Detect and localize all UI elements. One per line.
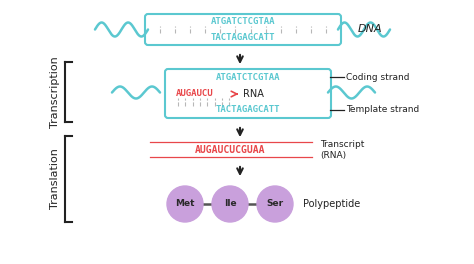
Text: TACTAGAGCATT: TACTAGAGCATT [216,106,280,115]
Text: ATGATCTCGTAA: ATGATCTCGTAA [211,17,275,26]
Text: DNA: DNA [358,25,383,35]
Text: AUGAUCU: AUGAUCU [176,89,214,98]
Text: Met: Met [175,200,195,209]
Circle shape [167,186,203,222]
Text: Transcript
(RNA): Transcript (RNA) [320,140,365,160]
Text: Template strand: Template strand [346,106,419,115]
Text: RNA: RNA [244,89,264,99]
Text: TACTAGAGCATT: TACTAGAGCATT [211,32,275,41]
Text: Translation: Translation [50,149,60,209]
FancyBboxPatch shape [165,69,331,118]
Text: Transcription: Transcription [50,56,60,128]
Circle shape [257,186,293,222]
Text: ATGATCTCGTAA: ATGATCTCGTAA [216,73,280,82]
Text: Ser: Ser [266,200,283,209]
FancyBboxPatch shape [145,14,341,45]
Text: Polypeptide: Polypeptide [303,199,360,209]
Text: Coding strand: Coding strand [346,73,410,82]
Text: AUGAUCUCGUAA: AUGAUCUCGUAA [195,145,265,155]
Text: Ile: Ile [224,200,237,209]
Circle shape [212,186,248,222]
